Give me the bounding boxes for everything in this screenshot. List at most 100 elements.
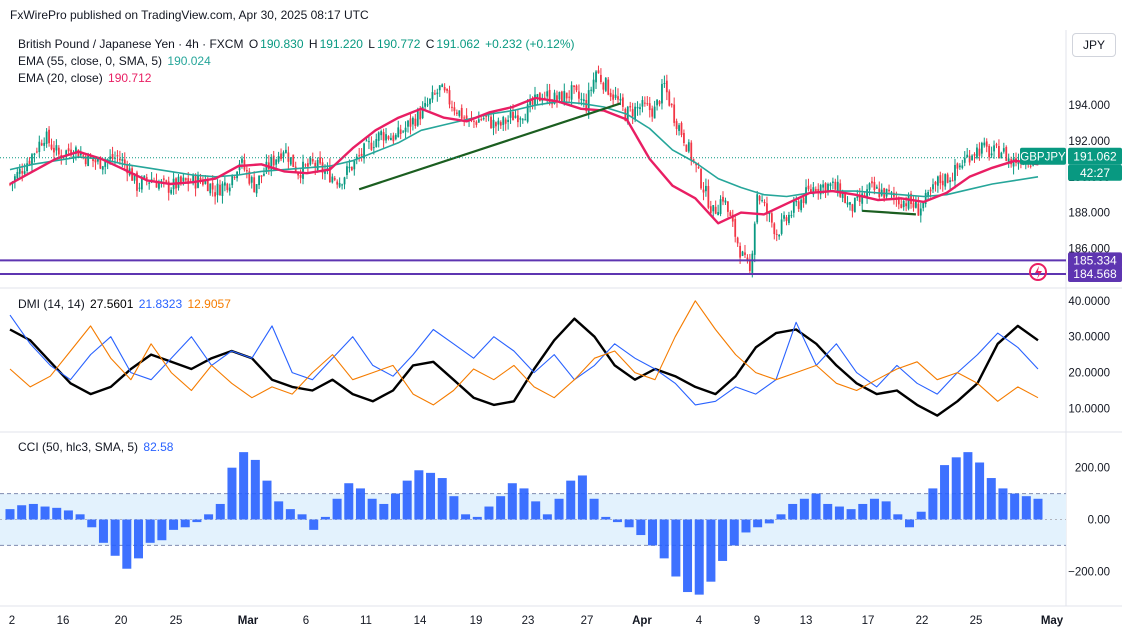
cci-bar — [180, 519, 190, 528]
candle — [763, 199, 766, 207]
candle — [397, 120, 400, 138]
candle — [263, 167, 265, 177]
candle — [729, 210, 732, 217]
candle-body — [448, 90, 451, 105]
candle — [800, 195, 803, 213]
cci-bar — [297, 514, 307, 520]
candle — [1012, 152, 1015, 175]
candle-body — [504, 119, 507, 124]
candle-body — [353, 160, 356, 170]
legend-open: 190.830 — [260, 37, 304, 51]
candle-body — [687, 142, 690, 152]
candle-body — [473, 120, 475, 122]
candle-body — [309, 157, 312, 165]
candle-body — [888, 189, 890, 192]
cci-bar — [426, 472, 436, 520]
legend-ema55: EMA (55, close, 0, SMA, 5) 190.024 — [18, 54, 213, 68]
candle-body — [702, 189, 705, 193]
candle-body — [678, 125, 680, 131]
candle-body — [766, 203, 768, 214]
candle-body — [519, 118, 522, 120]
currency-button[interactable]: JPY — [1072, 33, 1116, 57]
candle-body — [685, 144, 688, 152]
candle — [812, 182, 815, 198]
candle — [138, 182, 141, 192]
candle — [621, 93, 624, 112]
candle — [243, 153, 246, 172]
candle — [360, 148, 363, 162]
candle-body — [526, 104, 529, 122]
candle-body — [932, 184, 934, 190]
candle-body — [43, 142, 46, 146]
candle-body — [416, 110, 419, 126]
candle — [350, 166, 353, 172]
candle-body — [812, 187, 815, 195]
candle-body — [758, 195, 761, 201]
countdown-badge: 42:27 — [1080, 166, 1110, 180]
candle-body — [336, 181, 339, 185]
candle-body — [187, 178, 190, 184]
candle — [805, 179, 807, 205]
candle — [495, 121, 497, 134]
candle-body — [831, 181, 834, 183]
last-price-badge-bg — [1068, 147, 1122, 165]
candle-body — [167, 181, 170, 193]
candle-body — [851, 204, 854, 212]
candle — [717, 204, 720, 216]
candle-body — [1005, 147, 1008, 161]
candle-body — [165, 180, 168, 183]
candle-body — [275, 159, 278, 165]
candle-body — [133, 173, 136, 181]
candle — [871, 176, 873, 188]
candle — [521, 118, 524, 124]
legend-dmi: DMI (14, 14) 27.5601 21.8323 12.9057 — [18, 297, 233, 311]
candle — [595, 70, 597, 89]
cci-bar — [624, 519, 634, 528]
candle-body — [829, 183, 832, 187]
candle-body — [443, 86, 446, 91]
cci-bar — [285, 509, 295, 520]
candle — [45, 128, 48, 148]
x-tick-label: 2 — [9, 615, 15, 627]
cci-bar — [963, 452, 973, 520]
candle — [714, 200, 717, 215]
candle-body — [934, 181, 937, 185]
candle-body — [57, 147, 60, 155]
cci-bar — [320, 516, 330, 520]
cci-bar — [998, 488, 1008, 520]
candle — [311, 152, 314, 165]
candle-body — [744, 252, 746, 255]
candle-body — [614, 94, 617, 98]
candle-body — [475, 121, 478, 125]
candle-body — [846, 202, 849, 205]
candle-body — [993, 145, 995, 152]
candle-body — [363, 143, 365, 159]
candle-body — [919, 208, 922, 216]
cci-bar — [1021, 496, 1031, 520]
candle-body — [600, 74, 602, 83]
candle-body — [360, 153, 363, 156]
candle — [707, 179, 710, 210]
candle-body — [988, 145, 991, 158]
candle-body — [661, 83, 663, 104]
candle-body — [538, 92, 541, 102]
candle-body — [788, 214, 790, 224]
candle-body — [109, 156, 112, 160]
candle-body — [939, 175, 942, 184]
candle-body — [397, 127, 400, 138]
candle — [932, 178, 934, 194]
candle — [661, 78, 663, 110]
alert-icon — [1029, 263, 1047, 281]
candle-body — [206, 179, 209, 192]
candle-body — [263, 173, 265, 176]
candle — [946, 172, 949, 184]
candle-body — [961, 165, 964, 168]
ema55-line — [9, 100, 1039, 198]
candle-body — [717, 212, 720, 216]
candle-body — [856, 196, 859, 198]
x-tick-label: 22 — [916, 615, 929, 627]
candle — [409, 113, 412, 135]
ema55-label: EMA (55, close, 0, SMA, 5) — [18, 54, 163, 68]
candle — [253, 171, 256, 193]
